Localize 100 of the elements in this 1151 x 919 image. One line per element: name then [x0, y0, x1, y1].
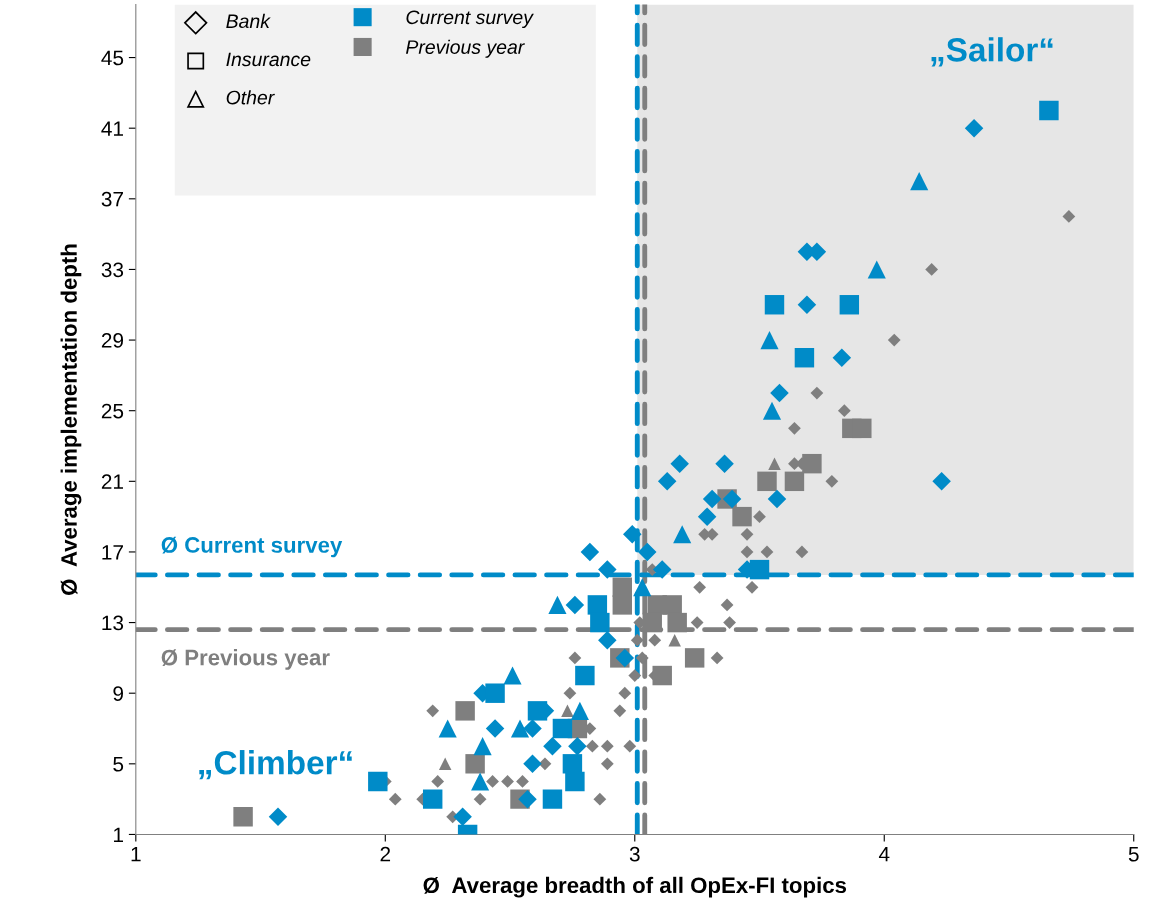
point [485, 719, 505, 738]
point [585, 739, 599, 753]
point [612, 595, 633, 615]
ref-line-label: Ø Previous year [161, 649, 330, 670]
point [613, 704, 627, 718]
point [657, 472, 677, 491]
annotation: Other [226, 90, 275, 105]
point [548, 595, 567, 614]
point [810, 386, 824, 400]
point [867, 260, 886, 279]
y-tick-label: 17 [102, 545, 123, 560]
point [910, 172, 929, 191]
point [615, 648, 635, 668]
point [618, 686, 632, 700]
point [684, 648, 705, 668]
point [925, 263, 939, 276]
point [523, 719, 542, 738]
point [431, 775, 445, 788]
point [438, 757, 452, 771]
point [795, 545, 809, 559]
point [762, 401, 782, 420]
point [740, 527, 754, 541]
point [473, 737, 492, 756]
point [593, 792, 607, 806]
point [598, 560, 617, 579]
point [465, 754, 485, 774]
point [623, 525, 642, 544]
y-tick-label: 33 [101, 262, 124, 278]
point [623, 739, 637, 753]
point [760, 331, 779, 350]
point [767, 489, 787, 509]
point [268, 807, 288, 827]
y-tick-label: 9 [113, 686, 124, 701]
annotation: Insurance [226, 52, 311, 67]
point [501, 775, 514, 788]
point [760, 545, 774, 559]
point [837, 404, 851, 418]
point [757, 471, 777, 492]
point [388, 792, 402, 806]
point [486, 775, 499, 788]
point [516, 775, 529, 788]
point [438, 719, 457, 738]
point [590, 612, 610, 633]
point [693, 580, 707, 594]
x-tick-label: 1 [131, 847, 141, 862]
point [580, 542, 600, 562]
point [561, 704, 574, 718]
point [542, 789, 563, 809]
point [455, 701, 475, 721]
point [723, 616, 736, 629]
point [503, 666, 522, 685]
point [527, 701, 548, 721]
point [518, 789, 537, 809]
legend-label: Previous year [406, 39, 525, 58]
point [715, 454, 734, 473]
point [720, 598, 734, 612]
x-axis-title: Ø Average breadth of all OpEx-FI topics [423, 876, 847, 898]
point [788, 421, 801, 435]
point [794, 348, 815, 368]
point [538, 757, 552, 771]
point [565, 771, 585, 792]
y-tick-label: 25 [101, 403, 124, 419]
point [600, 739, 614, 753]
y-tick-label: 1 [114, 827, 123, 842]
point [485, 683, 505, 703]
point [964, 118, 984, 138]
point [453, 807, 472, 827]
point [633, 578, 652, 597]
point [652, 560, 672, 579]
point [887, 333, 901, 347]
annotation: „Sailor“ [931, 37, 1053, 67]
y-axis-title: Ø Average implementation depth [60, 244, 82, 595]
point [600, 757, 614, 771]
point [753, 510, 766, 524]
point [575, 665, 595, 686]
point [825, 474, 839, 488]
point [802, 453, 822, 474]
annotation: Bank [226, 13, 271, 29]
point [562, 754, 583, 774]
point [652, 665, 672, 686]
y-tick-label: 41 [101, 121, 123, 136]
point [523, 754, 542, 774]
point [543, 736, 562, 756]
point [635, 651, 649, 665]
point [673, 525, 692, 544]
point [473, 792, 487, 806]
y-tick-label: 21 [101, 474, 123, 489]
point [764, 295, 785, 315]
point [471, 772, 490, 791]
point [662, 595, 682, 615]
point [233, 807, 253, 827]
point [784, 471, 805, 492]
point [710, 651, 724, 665]
legend-label: Current survey [406, 10, 534, 29]
point [552, 718, 573, 739]
point [740, 545, 754, 559]
point [368, 771, 388, 792]
point [637, 542, 657, 562]
point [690, 616, 704, 629]
annotation: „Climber“ [199, 750, 352, 780]
